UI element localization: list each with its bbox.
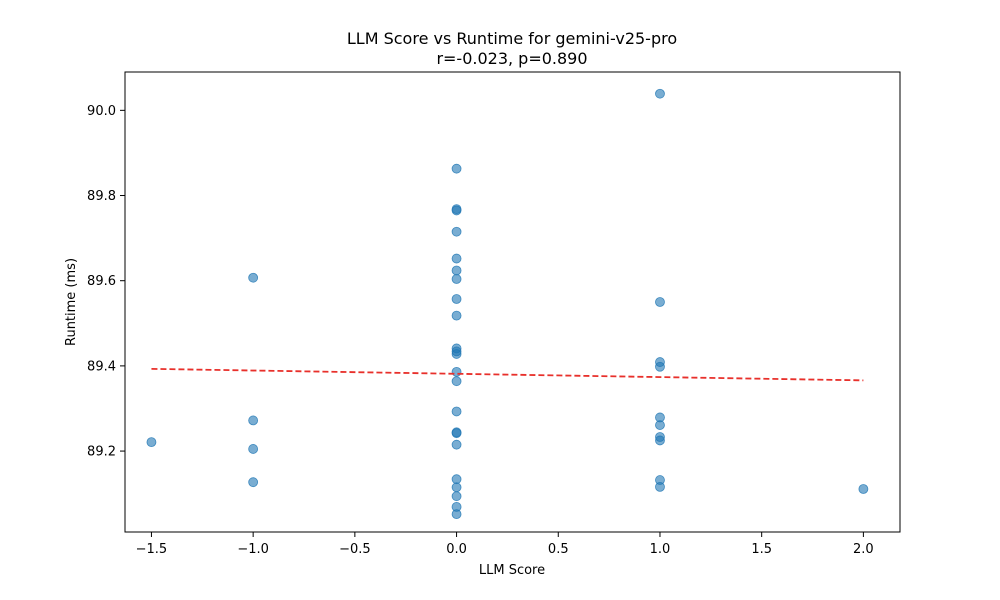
y-tick-label-3: 89.8 [87, 189, 116, 204]
x-tick-label-6: 1.5 [751, 542, 772, 557]
data-point-23 [451, 474, 462, 485]
x-tick-label-3: 0.0 [446, 542, 467, 557]
data-point-19 [451, 406, 462, 417]
data-point-4 [248, 477, 259, 488]
x-axis-ticks: −1.5 −1.0 −0.5 0.0 0.5 1.0 1.5 2.0 [136, 532, 874, 557]
data-point-21 [451, 428, 462, 439]
data-point-22 [451, 439, 462, 450]
x-tick-label-5: 1.0 [650, 542, 671, 557]
data-point-24 [451, 482, 462, 493]
data-point-18 [451, 376, 462, 387]
data-point-1 [248, 272, 259, 283]
data-point-5 [451, 163, 462, 174]
x-tick-label-1: −1.0 [237, 542, 269, 557]
data-point-29 [655, 297, 665, 307]
data-point-2 [248, 415, 259, 426]
y-tick-label-2: 89.6 [87, 274, 116, 289]
data-point-16 [451, 349, 462, 359]
data-point-7 [451, 205, 462, 216]
y-tick-label-0: 89.2 [87, 445, 116, 460]
trendline [151, 367, 864, 382]
trendline-group [151, 367, 864, 382]
data-point-12 [451, 294, 462, 304]
data-point-33 [655, 420, 665, 430]
x-tick-label-4: 0.5 [548, 542, 569, 557]
chart-subtitle: r=-0.023, p=0.890 [436, 49, 587, 68]
data-point-13 [451, 310, 462, 321]
y-axis-ticks: 89.2 89.4 89.6 89.8 90.0 [87, 104, 125, 460]
data-point-28 [655, 88, 665, 99]
data-points [146, 88, 869, 520]
chart-title: LLM Score vs Runtime for gemini-v25-pro [347, 29, 677, 48]
x-tick-label-7: 2.0 [853, 542, 874, 557]
x-tick-label-0: −1.5 [136, 542, 168, 557]
data-point-17 [451, 366, 462, 377]
data-point-10 [451, 265, 462, 276]
data-point-31 [655, 361, 665, 372]
data-point-11 [451, 274, 462, 284]
data-point-9 [451, 253, 462, 264]
data-point-8 [451, 226, 462, 237]
data-point-38 [858, 484, 869, 494]
y-tick-label-1: 89.4 [87, 359, 116, 374]
data-point-27 [451, 509, 462, 520]
x-tick-label-2: −0.5 [339, 542, 371, 557]
data-point-3 [248, 444, 259, 454]
x-axis-label: LLM Score [479, 563, 545, 578]
y-tick-label-4: 90.0 [87, 104, 116, 119]
data-point-0 [146, 437, 157, 448]
data-point-37 [655, 481, 665, 492]
y-axis-label: Runtime (ms) [64, 258, 79, 346]
data-point-35 [655, 435, 665, 446]
data-point-25 [451, 491, 462, 502]
plot-frame [124, 71, 901, 533]
